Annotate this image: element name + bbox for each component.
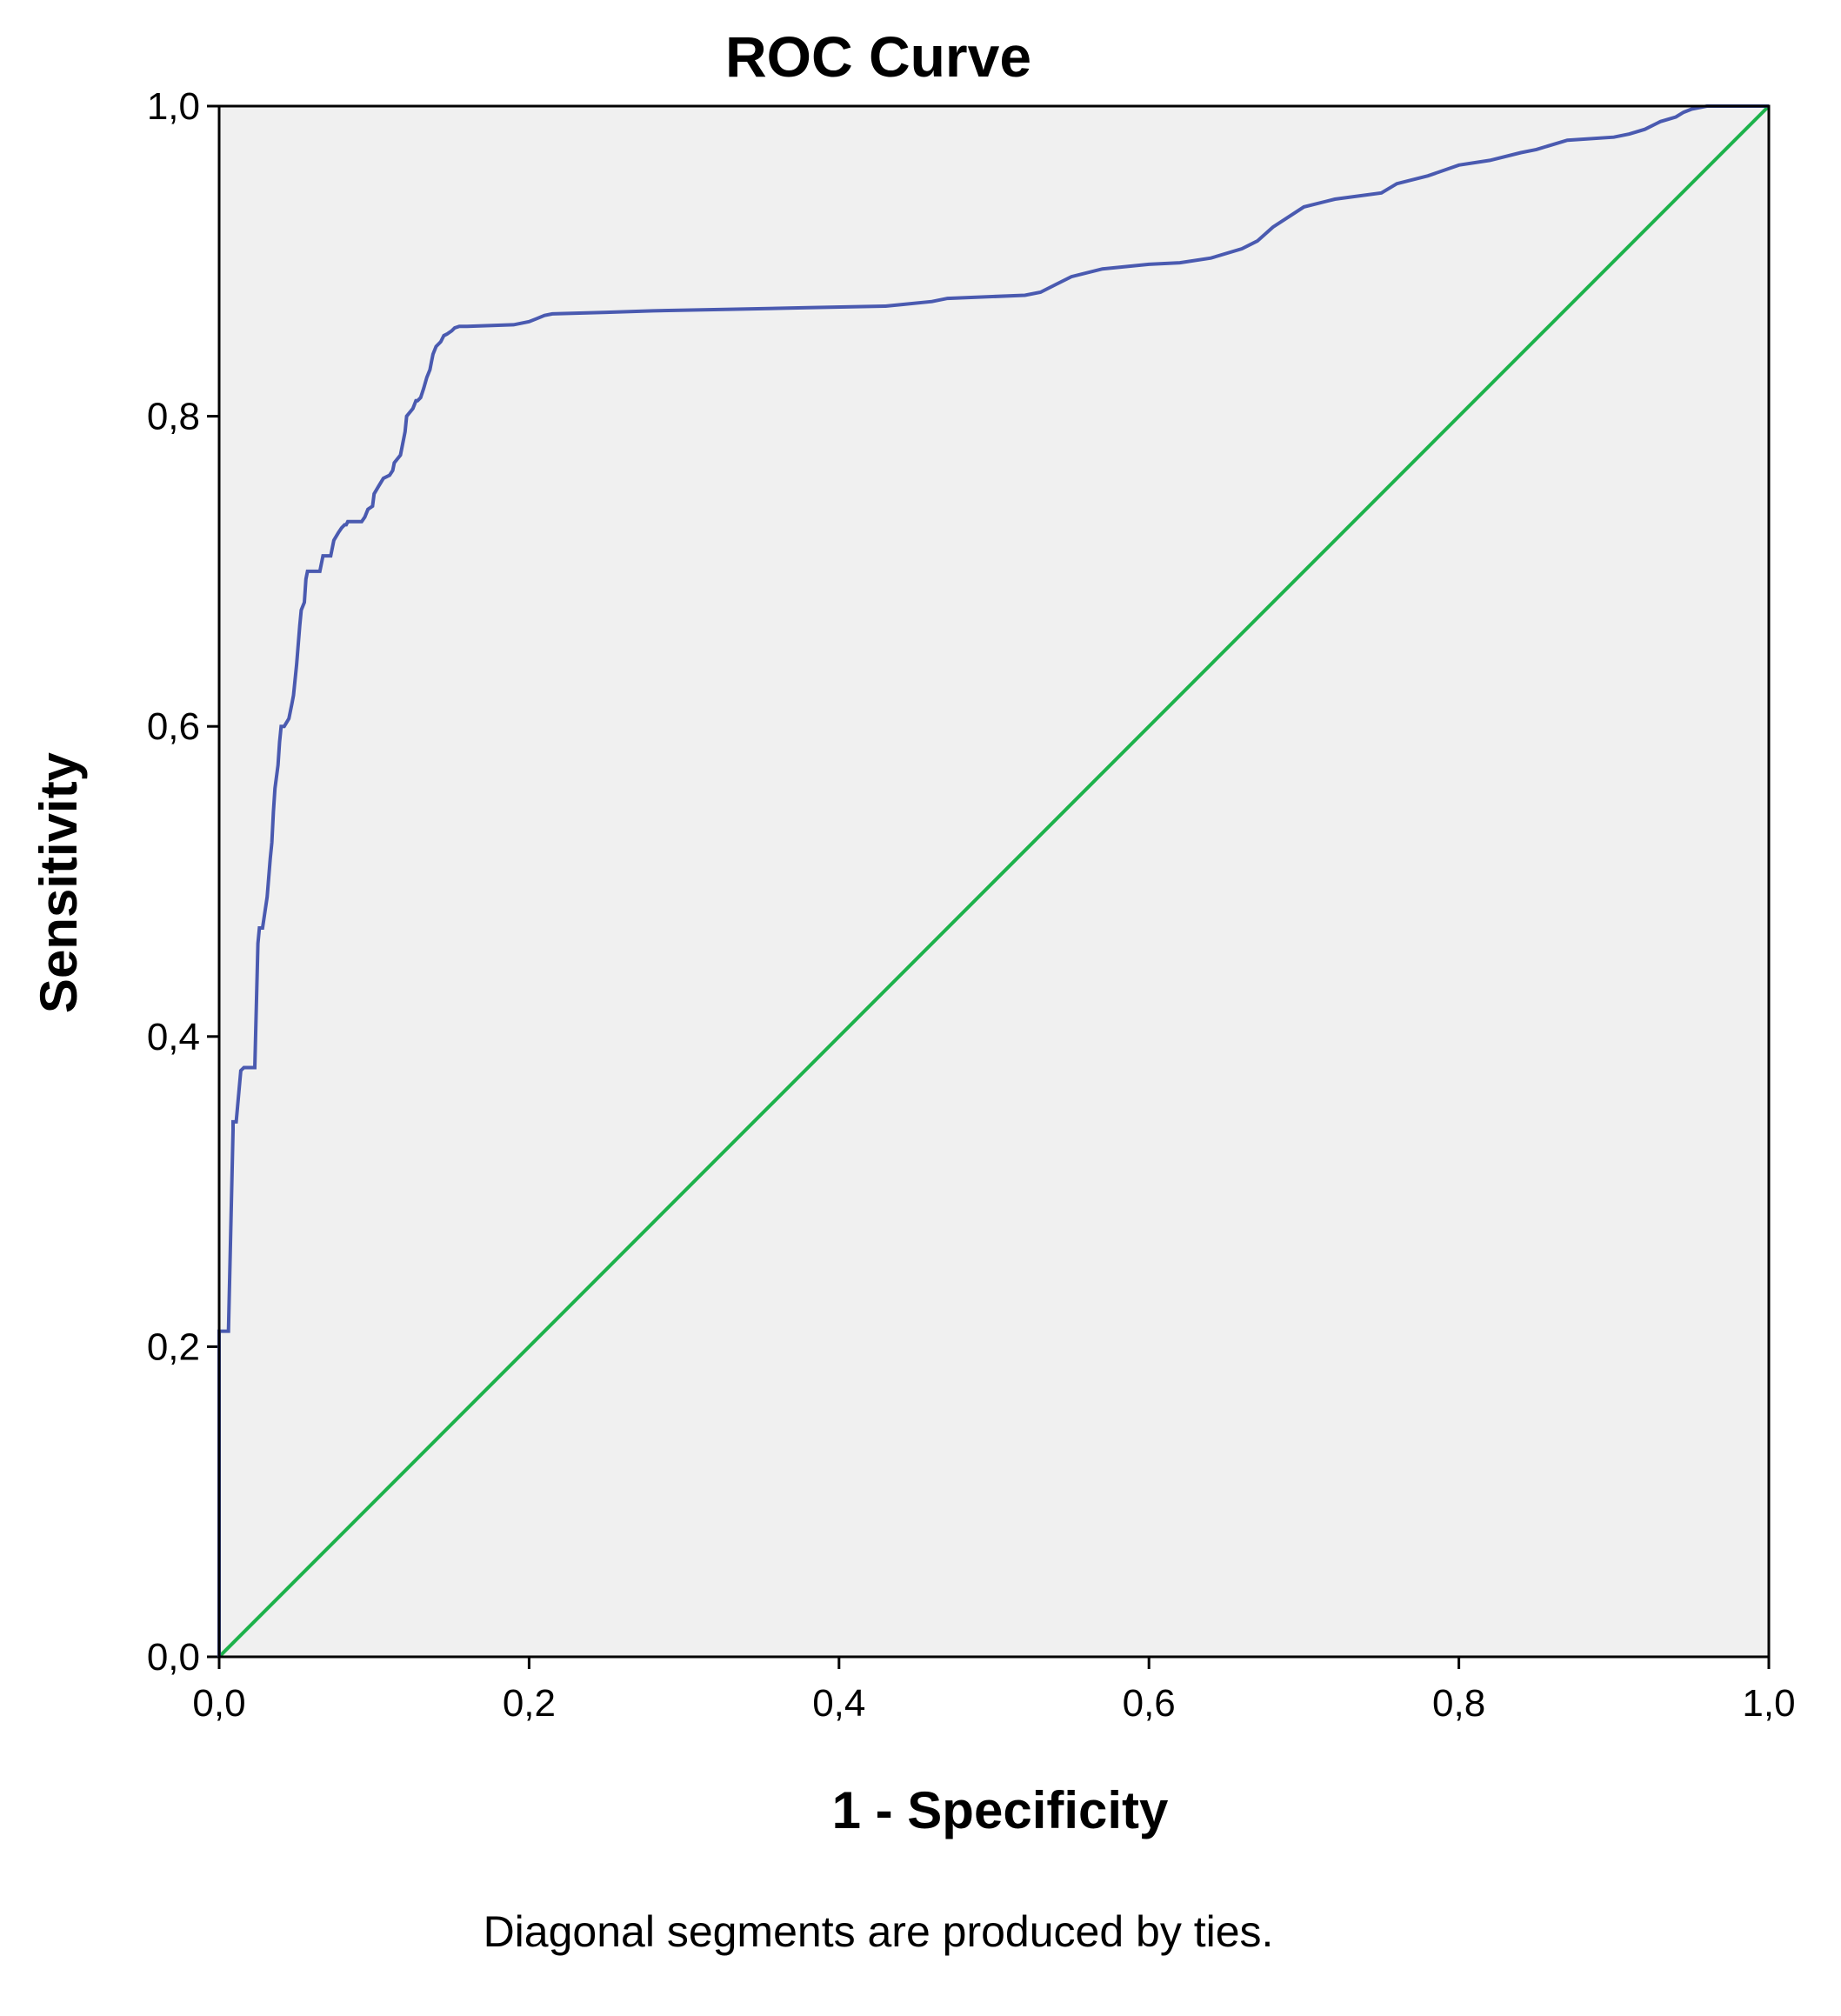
- x-tick-label: 0,4: [812, 1682, 865, 1725]
- x-tick-label: 0,6: [1123, 1682, 1176, 1725]
- x-tick-label: 1,0: [1742, 1682, 1795, 1725]
- y-tick-label: 0,8: [147, 396, 200, 438]
- x-tick-label: 0,0: [192, 1682, 245, 1725]
- y-axis-label: Sensitivity: [30, 751, 88, 1013]
- y-tick-label: 1,0: [147, 85, 200, 128]
- roc-curve-line: [217, 104, 1769, 1657]
- y-tick-label: 0,6: [147, 705, 200, 748]
- x-tick-label: 0,2: [503, 1682, 556, 1725]
- chart-title: ROC Curve: [725, 24, 1031, 89]
- reference-diagonal-line: [217, 104, 1771, 1659]
- x-axis-label: 1 - Specificity: [832, 1781, 1169, 1839]
- x-tick-label: 0,8: [1432, 1682, 1485, 1725]
- y-axis-ticks: 0,0 0,2 0,4 0,6 0,8 1,0: [147, 85, 219, 1679]
- y-tick-label: 0,4: [147, 1016, 200, 1058]
- x-axis-ticks: 0,0 0,2 0,4 0,6 0,8 1,0: [192, 1657, 1796, 1725]
- y-tick-label: 0,0: [147, 1636, 200, 1679]
- plot-frame: [217, 104, 1771, 1659]
- y-tick-label: 0,2: [147, 1325, 200, 1368]
- footnote: Diagonal segments are produced by ties.: [484, 1907, 1274, 1956]
